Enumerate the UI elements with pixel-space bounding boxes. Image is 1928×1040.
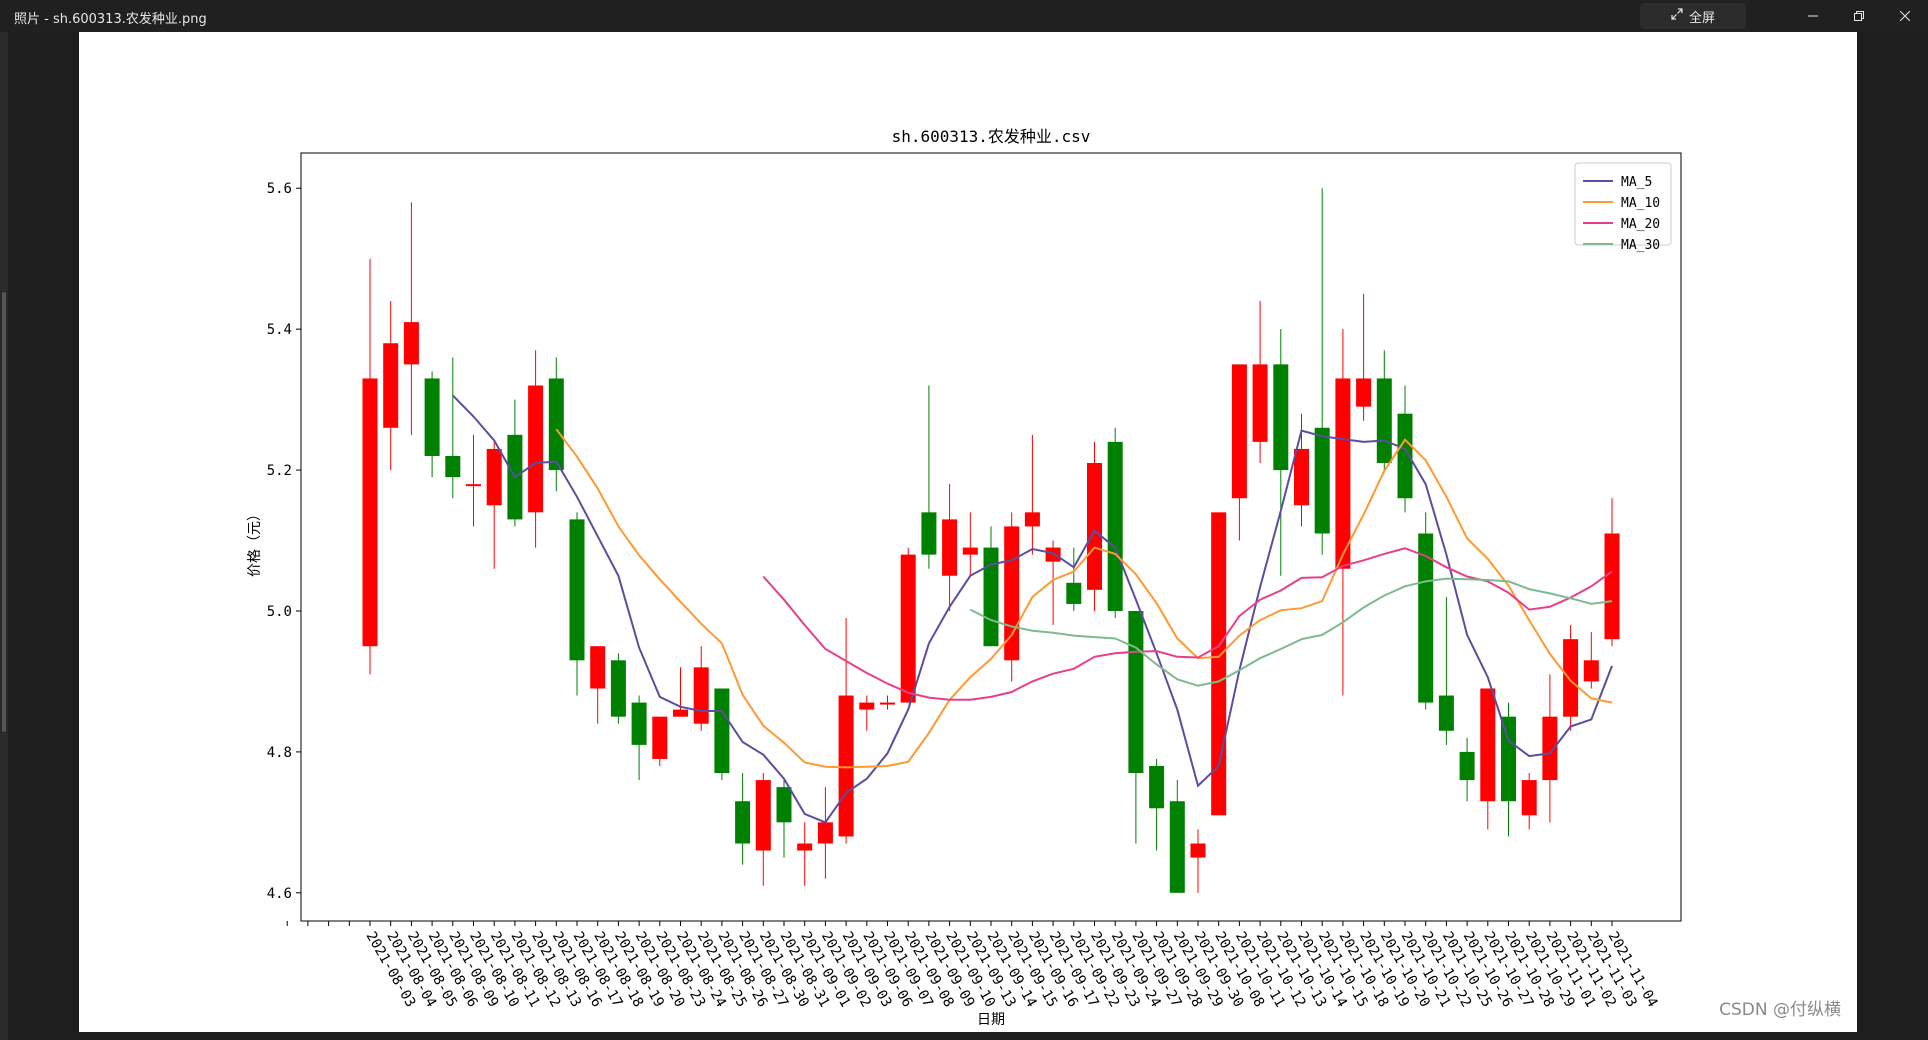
y-tick-label: 5.2	[267, 463, 292, 479]
candle-body	[1314, 427, 1330, 534]
legend-label: MA_20	[1621, 217, 1660, 232]
candle-body	[673, 709, 688, 717]
candle-body	[921, 512, 937, 555]
candle-body	[859, 702, 875, 710]
candle-body	[1480, 688, 1496, 802]
chart-legend: MA_5 MA_10 MA_20 MA_30	[1574, 162, 1672, 253]
left-scrollbar[interactable]	[0, 32, 8, 1040]
candle-body	[362, 378, 378, 647]
candle-body	[1459, 751, 1475, 781]
y-tick-label: 5.0	[267, 604, 292, 620]
candle-body	[1294, 448, 1309, 506]
expand-icon	[1671, 8, 1683, 24]
candle-body	[900, 554, 916, 703]
candle-body	[528, 385, 544, 513]
ma-line-ma_20	[762, 547, 1613, 701]
close-icon	[1900, 11, 1910, 21]
y-tick-label: 4.8	[267, 745, 292, 761]
candle-body	[486, 448, 502, 506]
candle-body	[1231, 364, 1247, 499]
watermark: CSDN @付纵横	[1719, 1000, 1841, 1020]
candle-body	[383, 343, 399, 428]
candle-body	[1521, 780, 1537, 816]
candle-body	[1190, 843, 1206, 858]
candle-body	[631, 702, 647, 745]
candle-body	[1356, 378, 1372, 407]
fullscreen-label: 全屏	[1688, 10, 1715, 26]
y-tick-label: 4.6	[267, 886, 292, 902]
plot-frame	[300, 152, 1682, 922]
legend-label: MA_5	[1621, 175, 1652, 190]
image-canvas: sh.600313.农发种业.csv 价格（元） 日期 4.6 4.8 5.0 5.2…	[79, 32, 1857, 1032]
candle-body	[424, 378, 440, 456]
candle-body	[403, 322, 419, 365]
ma-line-ma_5	[452, 394, 1613, 824]
candle-body	[1583, 660, 1599, 682]
candle-body	[1169, 801, 1185, 893]
candle-body	[1107, 441, 1123, 611]
candle-body	[1397, 413, 1413, 499]
candle-body	[569, 519, 585, 661]
candle-body	[693, 667, 709, 724]
y-tick-label: 5.4	[267, 322, 292, 338]
candle-body	[445, 455, 461, 478]
candle-body	[1418, 533, 1434, 703]
window-titlebar: 照片 - sh.600313.农发种业.png 全屏	[0, 0, 1928, 32]
chart-title: sh.600313.农发种业.csv	[892, 127, 1091, 146]
minimize-button[interactable]	[1790, 0, 1836, 32]
candle-body	[1024, 512, 1040, 527]
candle-body	[1376, 378, 1392, 464]
candle-body	[776, 787, 792, 823]
candle-body	[1542, 716, 1558, 781]
candle-body	[755, 780, 771, 851]
window-title: 照片 - sh.600313.农发种业.png	[14, 12, 207, 27]
candle-body	[817, 822, 833, 844]
candle-body	[1128, 610, 1144, 774]
close-button[interactable]	[1882, 0, 1928, 32]
candle-body	[1604, 533, 1620, 640]
candle-body	[880, 702, 895, 705]
scrollbar-thumb[interactable]	[2, 292, 6, 732]
candle-body	[942, 519, 958, 576]
legend-label: MA_30	[1621, 238, 1660, 253]
x-axis-label: 日期	[977, 1012, 1005, 1028]
candle-body	[838, 695, 854, 837]
candle-body	[1273, 364, 1289, 471]
candle-body	[652, 716, 668, 759]
restore-button[interactable]	[1836, 0, 1882, 32]
candle-body	[1066, 582, 1082, 604]
candle-body	[983, 547, 999, 647]
candle-body	[735, 801, 751, 844]
restore-icon	[1854, 11, 1864, 21]
candle-body	[466, 484, 481, 487]
candle-body	[590, 646, 606, 689]
candle-body	[1438, 695, 1454, 731]
candle-body	[962, 547, 978, 555]
ma-line-ma_10	[555, 428, 1613, 769]
legend-label: MA_10	[1621, 196, 1660, 211]
candle-body	[548, 378, 564, 471]
fullscreen-button[interactable]: 全屏	[1640, 3, 1746, 29]
candle-body	[1045, 547, 1061, 562]
candle-body	[1563, 639, 1579, 717]
candle-body	[1335, 378, 1351, 569]
candlestick-chart: sh.600313.农发种业.csv 价格（元） 日期 4.6 4.8 5.0 5.2…	[247, 127, 1682, 1028]
candle-body	[714, 688, 730, 774]
candle-body	[610, 660, 626, 717]
candle-body	[1087, 463, 1102, 590]
candle-body	[1149, 765, 1165, 809]
ma-line-ma_30	[969, 577, 1613, 687]
candle-body	[1252, 364, 1268, 442]
minimize-icon	[1808, 15, 1818, 17]
y-tick-label: 5.6	[267, 181, 292, 197]
candle-body	[797, 843, 813, 851]
candle-body	[1211, 512, 1227, 816]
y-axis-label: 价格（元）	[247, 507, 263, 577]
candle-body	[1501, 716, 1516, 802]
